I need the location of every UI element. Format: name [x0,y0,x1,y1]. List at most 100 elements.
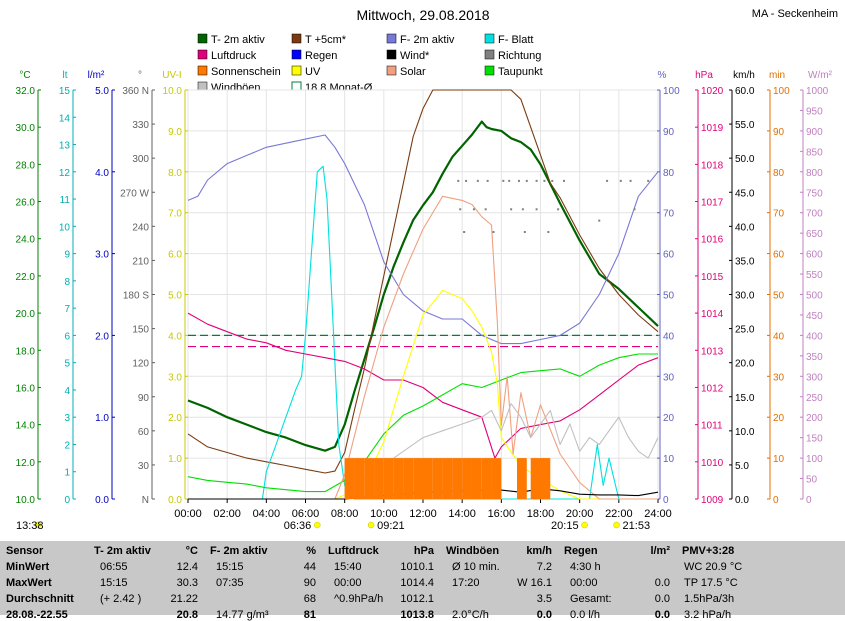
axis-tick-label: 180 S [123,291,149,302]
sunshine-bar [540,458,551,499]
stats-pmv: PMV+3:28 WC 20.9 °C TP 17.5 °C 1.5hPa/3h… [678,541,794,621]
legend-swatch [197,65,208,76]
axis-tick-label: 200 [806,413,823,424]
axis-tick-label: 10 [663,454,675,465]
axis-tick-label: 10.0 [735,427,755,438]
chart-title: Mittwoch, 29.08.2018 [356,7,489,23]
direction-point [486,179,489,182]
direction-point [547,231,550,234]
axis-unit: ° [138,70,142,81]
sunshine-bar [432,458,443,499]
axis-tick-label: 30.0 [16,123,36,134]
axis-tick-label: 8 [64,277,70,288]
legend-label: Sonnenschein [211,66,281,78]
axis-tick-label: 20.0 [16,309,36,320]
sunshine-bar [530,458,541,499]
axis-tick-label: 1016 [701,235,724,246]
axis-tick-label: 1000 [806,86,829,97]
direction-point [543,179,546,182]
axis-tick-label: 40.0 [735,222,755,233]
sun-event-label: 06:36 [284,520,312,532]
axis-tick-label: 350 [806,352,823,363]
stats-rain-header: Regen [564,545,598,557]
stats-cell: 1010.1 [400,561,434,573]
legend-label: F- Blatt [498,34,533,46]
value-axes: 10.012.014.016.018.020.022.024.026.028.0… [16,86,829,506]
axis-tick-label: 0.0 [168,495,182,506]
direction-point [563,179,565,182]
axis-unit: % [658,70,667,81]
stats-row-label: MinWert [6,561,50,573]
axis-tick-label: 10.0 [16,495,36,506]
axis-tick-label: 13 [59,141,71,152]
stats-sensor: Sensor MinWert MaxWert Durchschnitt 28.0… [0,541,88,621]
axis-tick-label: 50 [806,475,818,486]
legend-label: T +5cm* [305,34,347,46]
stats-cell: 1013.8 [400,609,434,621]
axis-tick-label: 22.0 [16,272,36,283]
direction-point [472,208,475,211]
axis-tick-label: 1012 [701,383,724,394]
sunshine-bar [393,458,404,499]
stats-wind-unit: km/h [526,545,552,557]
axis-tick-label: 8.0 [168,168,182,179]
axis-tick-label: 5.0 [735,461,749,472]
axis-tick-label: 20 [773,413,785,424]
time-axis: 00:00 02:00 04:00 06:00 08:00 10:00 12:00 14:00… [174,499,672,520]
sunshine-bar [471,458,482,499]
axis-tick-label: 50 [663,291,675,302]
stats-cell: 1012.1 [400,593,434,605]
series-layer [187,89,659,500]
stats-row-label: MaxWert [6,577,52,589]
axis-tick-label: 0 [663,495,669,506]
direction-point [606,179,609,182]
stats-cell: TP 17.5 °C [684,577,738,589]
x-tick-label: 02:00 [213,508,241,520]
axis-tick-label: 90 [773,127,785,138]
axis-tick-label: 16.0 [16,383,36,394]
direction-point [502,179,505,182]
axis-tick-label: 0 [64,495,70,506]
axis-tick-label: 330 [132,120,149,131]
axis-tick-label: 40 [773,331,785,342]
axis-tick-label: 12 [59,168,71,179]
axis-tick-label: 150 [132,325,149,336]
sun-marker-icon [314,521,321,529]
axis-tick-label: 10.0 [163,86,183,97]
axis-tick-label: 1014 [701,309,724,320]
axis-tick-label: 80 [663,168,675,179]
sunshine-bar [403,458,414,499]
series-line [188,403,659,500]
axis-tick-label: 12.0 [16,458,36,469]
sunshine-bar [354,458,365,499]
axis-tick-label: 45.0 [735,188,755,199]
stats-cell: 21.22 [170,593,198,605]
axis-tick-label: 3 [64,413,70,424]
sunshine-bar [413,458,423,499]
stats-cell: 17:20 [452,577,480,589]
direction-point [619,179,622,182]
sunshine-bar [383,458,394,499]
stats-cell: W 16.1 [517,577,552,589]
stats-press-unit: hPa [413,545,434,557]
legend-swatch [484,33,495,44]
stats-cell: 3.2 hPa/h [684,609,732,621]
stats-humid-unit: % [306,545,316,557]
direction-point [457,179,460,182]
sun-marker-icon [34,521,42,529]
stats-row-label: 28.08.-22.55 [6,609,68,621]
weather-chart: Mittwoch, 29.08.2018 MA - Seckenheim T- … [16,7,838,532]
axis-tick-label: 40 [663,331,675,342]
sun-marker-icon [613,521,620,529]
axis-tick-label: 9.0 [168,127,182,138]
sunshine-bar [517,458,527,499]
stats-cell: 00:00 [334,577,362,589]
series-line [188,165,658,500]
axis-tick-label: 450 [806,311,823,322]
stats-cell: 14.77 g/m³ [216,609,269,621]
axis-tick-label: 1015 [701,272,724,283]
direction-point [484,208,487,211]
x-tick-label: 06:00 [292,508,320,520]
x-tick-label: 24:00 [644,508,672,520]
axis-tick-label: 20.0 [735,359,755,370]
